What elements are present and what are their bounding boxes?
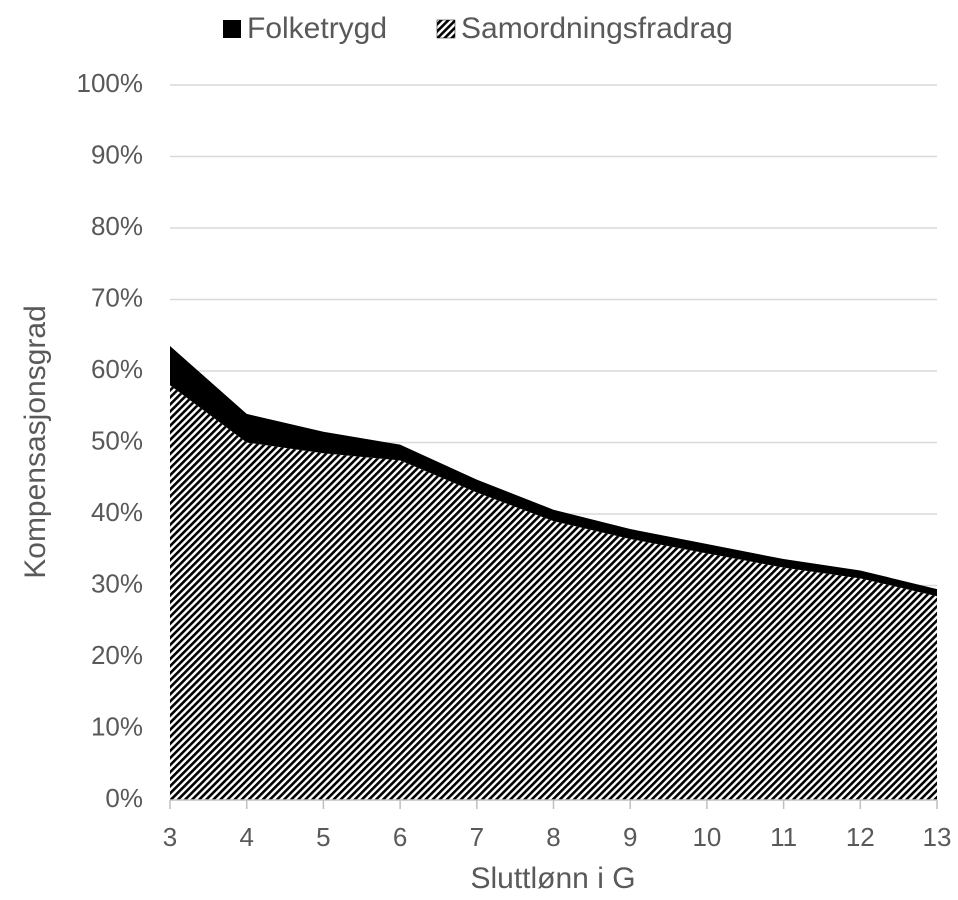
axes [169,799,938,809]
x-tick-label: 12 [846,822,875,852]
legend-swatch-folketrygd [223,20,241,38]
x-tick-label: 5 [316,822,330,852]
y-tick-label: 60% [91,354,143,384]
y-tick-label: 80% [91,211,143,241]
y-axis-title: Kompensasjonsgrad [19,305,52,579]
x-tick-label: 8 [546,822,560,852]
y-tick-label: 0% [105,783,143,813]
y-tick-label: 20% [91,640,143,670]
x-tick-label: 9 [623,822,637,852]
y-tick-label: 50% [91,425,143,455]
y-tick-label: 90% [91,139,143,169]
x-tick-label: 3 [163,822,177,852]
area-folketrygd [170,345,937,597]
area-series [170,345,937,800]
y-tick-label: 30% [91,568,143,598]
x-tick-labels: 3 4 5 6 7 8 9 10 11 12 13 [163,822,952,852]
x-axis-title: Sluttlønn i G [470,862,635,895]
y-tick-label: 40% [91,497,143,527]
x-tick-label: 11 [770,822,797,852]
x-tick-label: 10 [692,822,721,852]
x-tick-label: 7 [470,822,484,852]
x-tick-label: 4 [239,822,253,852]
legend-label-samordningsfradrag: Samordningsfradrag [461,12,733,45]
legend: Folketrygd Samordningsfradrag [223,12,733,45]
area-samordningsfradrag [170,385,937,800]
x-tick-label: 13 [923,822,952,852]
y-tick-labels: 0% 10% 20% 30% 40% 50% 60% 70% 80% 90% 100% [77,68,144,813]
y-tick-label: 70% [91,282,143,312]
x-tick-label: 6 [393,822,407,852]
y-tick-label: 100% [77,68,144,98]
legend-swatch-samordningsfradrag [436,19,456,39]
y-tick-label: 10% [91,711,143,741]
legend-label-folketrygd: Folketrygd [247,12,387,45]
